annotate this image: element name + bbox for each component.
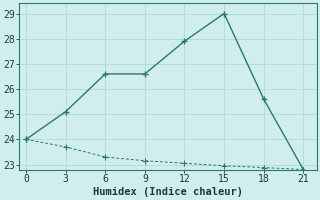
X-axis label: Humidex (Indice chaleur): Humidex (Indice chaleur) [93, 186, 243, 197]
